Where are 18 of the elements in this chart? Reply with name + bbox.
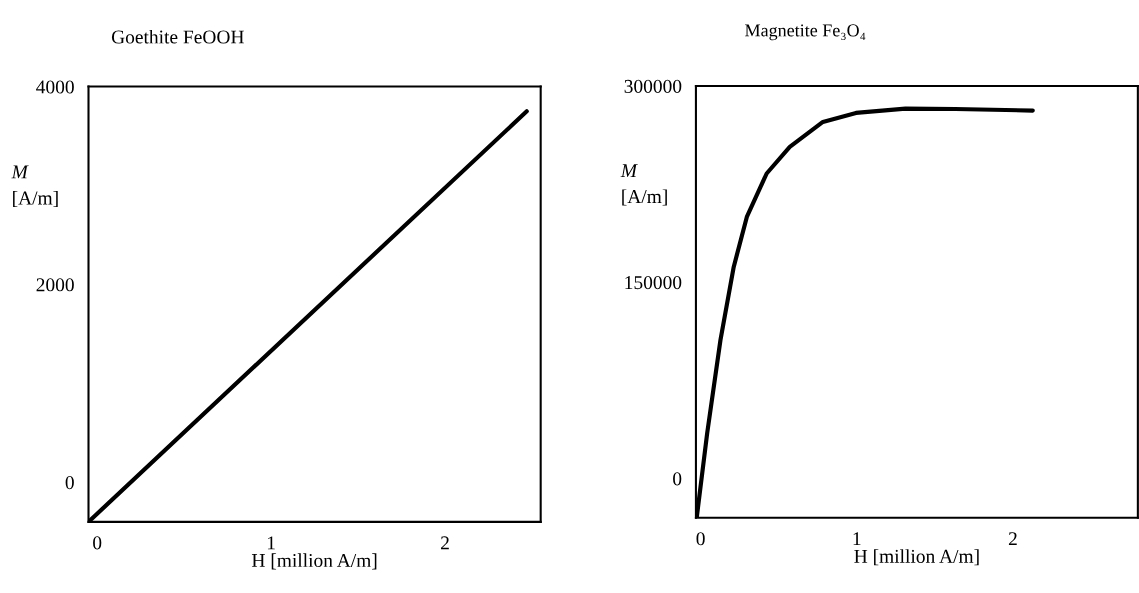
x-tick-label: 2 [1008,532,1017,546]
y-axis-title: M [A/m] [11,165,58,208]
y-tick-label: 0 [673,472,682,486]
x-tick-label: 0 [93,536,102,550]
y-axis-title: M [A/m] [620,164,667,206]
chart-title: Goethite FeOOH [111,29,244,44]
x-tick-label: 0 [696,532,705,546]
x-tick-label: 1 [267,536,275,550]
y-tick-label: 2000 [36,278,74,292]
y-tick-label: 300000 [624,79,682,93]
y-tick-label: 0 [65,476,74,490]
y-tick-label: 4000 [36,80,74,94]
x-axis-title: H [million A/m] [251,553,377,570]
chart-title: Magnetite Fe₃O₄ [745,24,866,41]
x-axis-title: H [million A/m] [854,549,979,566]
x-tick-label: 1 [853,532,861,546]
x-tick-label: 2 [441,536,449,550]
y-tick-label: 150000 [625,276,682,290]
